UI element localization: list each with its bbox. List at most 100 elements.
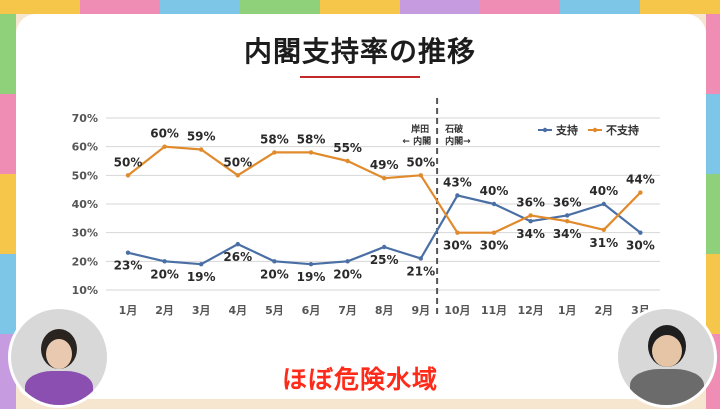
support-data-point (528, 219, 533, 224)
nonsupport-data-label: 44% (626, 173, 655, 187)
presenter-left-body (25, 371, 93, 405)
nonsupport-data-point (235, 173, 240, 178)
nonsupport-data-label: 30% (480, 239, 509, 253)
presenter-left-video (8, 306, 110, 408)
nonsupport-data-point (455, 230, 460, 235)
support-data-point (601, 201, 606, 207)
previous-cabinet-label: ← 内閣 (402, 135, 431, 147)
x-tick-label: 1月 (119, 304, 138, 317)
support-data-point (345, 259, 350, 264)
y-tick-label: 70% (72, 112, 98, 125)
nonsupport-data-point (601, 227, 606, 232)
nonsupport-data-label: 49% (370, 158, 399, 172)
support-data-point (162, 259, 167, 264)
presenter-right-body (630, 369, 704, 405)
nonsupport-data-label: 36% (516, 195, 545, 209)
caption-text: ほぼ危険水域 (281, 365, 438, 394)
x-tick-label: 6月 (302, 304, 321, 317)
nonsupport-data-label: 60% (150, 127, 179, 141)
y-tick-label: 30% (72, 227, 98, 240)
nonsupport-data-label: 34% (553, 227, 582, 241)
support-data-point (638, 230, 643, 235)
x-tick-label: 10月 (444, 304, 470, 317)
nonsupport-data-point (638, 190, 643, 195)
nonsupport-data-point (199, 147, 204, 152)
nonsupport-data-point (308, 150, 314, 155)
support-data-label: 25% (370, 253, 399, 267)
frame-stripe-left (0, 14, 16, 409)
chart-panel (16, 14, 706, 399)
support-data-label: 40% (480, 184, 509, 198)
nonsupport-data-point (162, 144, 167, 149)
nonsupport-data-label: 50% (406, 155, 435, 169)
x-tick-label: 12月 (517, 304, 543, 317)
x-tick-label: 2月 (155, 304, 174, 317)
nonsupport-data-point (565, 219, 570, 224)
x-tick-label: 5月 (265, 304, 284, 317)
x-tick-label: 7月 (338, 304, 357, 317)
support-data-point (455, 193, 460, 198)
support-data-point (382, 244, 387, 250)
nonsupport-data-point (125, 173, 131, 178)
support-data-label: 26% (223, 250, 252, 264)
support-data-label: 30% (626, 239, 655, 253)
y-tick-label: 20% (72, 255, 98, 268)
support-data-label: 19% (297, 270, 326, 284)
support-data-point (565, 213, 570, 218)
support-data-point (308, 262, 314, 267)
support-data-label: 20% (333, 267, 362, 281)
previous-cabinet-label: 岸田 (411, 123, 429, 135)
new-cabinet-label: 石破 (444, 123, 464, 135)
nonsupport-data-point (345, 158, 350, 164)
support-data-label: 21% (406, 264, 435, 278)
support-data-point (199, 262, 204, 267)
support-data-label: 23% (114, 259, 143, 273)
nonsupport-data-label: 31% (589, 236, 618, 250)
nonsupport-data-point (491, 230, 497, 235)
legend-nonsupport-label: 不支持 (606, 123, 639, 137)
support-data-label: 20% (150, 267, 179, 281)
nonsupport-data-point (528, 213, 533, 218)
new-cabinet-label: 内閣→ (445, 135, 471, 147)
support-data-label: 36% (553, 195, 582, 209)
support-data-point (272, 259, 277, 264)
support-data-label: 40% (589, 184, 618, 198)
legend-support-marker (542, 127, 548, 133)
nonsupport-data-label: 30% (443, 239, 472, 253)
nonsupport-data-point (418, 173, 423, 178)
x-tick-label: 9月 (411, 304, 430, 317)
nonsupport-data-label: 58% (260, 132, 289, 146)
title-underline (300, 76, 420, 78)
support-data-point (491, 201, 497, 207)
x-tick-label: 4月 (228, 304, 247, 317)
nonsupport-data-label: 55% (333, 141, 362, 155)
x-tick-label: 2月 (594, 304, 613, 317)
y-tick-label: 50% (72, 169, 98, 182)
x-tick-label: 8月 (375, 304, 394, 317)
support-data-point (418, 256, 423, 261)
nonsupport-data-label: 50% (223, 155, 252, 169)
x-tick-label: 1月 (558, 304, 577, 317)
nonsupport-data-label: 58% (297, 132, 326, 146)
page-title: 内閣支持率の推移 (243, 35, 476, 68)
legend-support-label: 支持 (555, 123, 578, 137)
support-data-label: 19% (187, 270, 216, 284)
x-tick-label: 11月 (481, 304, 507, 317)
y-tick-label: 10% (72, 284, 98, 297)
frame-stripe-top (0, 0, 720, 14)
support-data-point (125, 250, 131, 255)
legend-nonsupport-marker (592, 127, 598, 133)
nonsupport-data-label: 59% (187, 130, 216, 144)
support-data-label: 34% (516, 227, 545, 241)
x-tick-label: 3月 (192, 304, 211, 317)
presenter-right-video (615, 306, 717, 408)
nonsupport-data-label: 50% (114, 155, 143, 169)
support-data-label: 20% (260, 267, 289, 281)
nonsupport-data-point (382, 176, 387, 181)
y-tick-label: 40% (72, 198, 98, 211)
support-data-label: 43% (443, 175, 472, 189)
presenter-right-face (652, 335, 682, 367)
presenter-left-face (46, 339, 72, 369)
y-tick-label: 60% (72, 141, 98, 154)
